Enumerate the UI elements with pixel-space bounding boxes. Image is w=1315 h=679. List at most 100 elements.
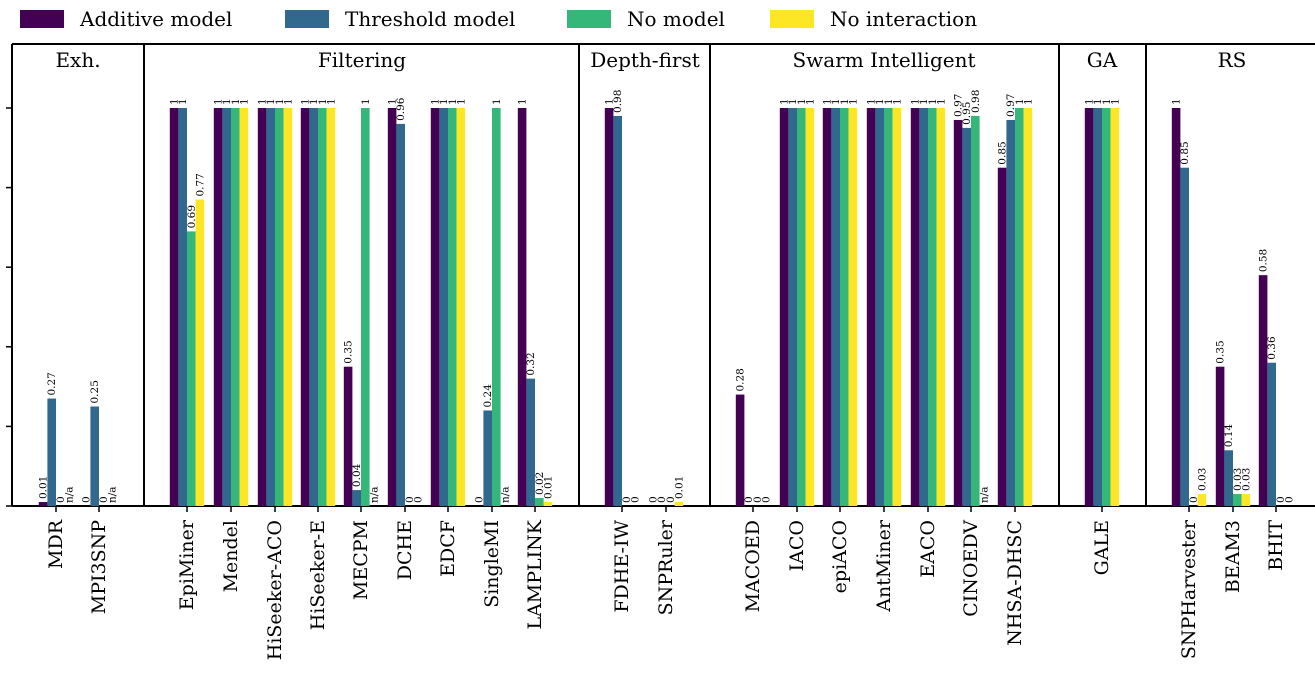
group-title-swarm-intelligent: Swarm Intelligent bbox=[792, 48, 975, 72]
bar-mpi3snp-threshold-model bbox=[90, 406, 99, 506]
value-label-epiminer-no-model: 0.69 bbox=[186, 205, 198, 228]
value-label-edcf-no-interaction: 1 bbox=[455, 98, 467, 105]
value-label-mendel-threshold-model: 1 bbox=[221, 98, 233, 105]
value-label-snpharvester-additive-model: 1 bbox=[1171, 98, 1183, 105]
legend-label-no-interaction: No interaction bbox=[830, 7, 977, 31]
group-title-filtering: Filtering bbox=[318, 48, 406, 72]
value-label-eaco-no-interaction: 1 bbox=[935, 98, 947, 105]
value-label-lamplink-threshold-model: 0.32 bbox=[525, 352, 537, 375]
bar-mdr-additive-model bbox=[38, 502, 48, 506]
legend-swatch-threshold-model bbox=[285, 10, 329, 28]
bar-epiaco-no-model bbox=[840, 108, 849, 506]
value-label-antminer-additive-model: 1 bbox=[866, 98, 878, 105]
bar-snpharvester-threshold-model bbox=[1180, 167, 1189, 506]
legend-swatch-no-interaction bbox=[770, 10, 814, 28]
value-label-antminer-threshold-model: 1 bbox=[874, 98, 886, 105]
legend-swatch-no-model bbox=[567, 10, 611, 28]
value-label-hiseeker-aco-threshold-model: 1 bbox=[265, 98, 277, 105]
value-label-mpi3snp-no-model: 0 bbox=[98, 496, 110, 503]
value-label-mdr-no-model: 0 bbox=[55, 496, 67, 503]
value-label-snpruler-no-model: 0 bbox=[665, 496, 677, 503]
value-label-iaco-no-model: 1 bbox=[796, 98, 808, 105]
value-label-mecpm-no-model: 1 bbox=[360, 98, 372, 105]
bar-antminer-no-model bbox=[884, 108, 893, 506]
value-label-iaco-threshold-model: 1 bbox=[787, 98, 799, 105]
category-label-singlemi: SingleMI bbox=[481, 520, 503, 608]
category-label-bhit: BHIT bbox=[1265, 520, 1287, 571]
value-label-singlemi-no-model: 1 bbox=[491, 98, 503, 105]
value-label-mecpm-no-interaction: n/a bbox=[368, 486, 380, 503]
group-title-exh: Exh. bbox=[55, 48, 100, 72]
bar-mendel-no-model bbox=[231, 108, 240, 506]
bar-epiminer-additive-model bbox=[169, 108, 179, 506]
value-label-hiseeker-e-no-model: 1 bbox=[317, 98, 329, 105]
bar-fdhe-iw-additive-model bbox=[604, 108, 614, 506]
bar-epiminer-no-model bbox=[187, 231, 196, 506]
value-label-mpi3snp-no-interaction: n/a bbox=[106, 486, 118, 503]
category-label-fdhe-iw: FDHE-IW bbox=[611, 520, 633, 613]
category-label-mecpm: MECPM bbox=[350, 520, 372, 600]
value-label-singlemi-no-interaction: n/a bbox=[499, 486, 511, 503]
bar-snpharvester-no-interaction bbox=[1197, 494, 1207, 506]
bar-edcf-no-interaction bbox=[456, 108, 466, 506]
value-label-mpi3snp-threshold-model: 0.25 bbox=[89, 380, 101, 403]
bar-mecpm-threshold-model bbox=[352, 490, 361, 506]
value-label-macoed-threshold-model: 0 bbox=[743, 496, 755, 503]
value-label-cinoedv-additive-model: 0.97 bbox=[953, 94, 965, 117]
value-label-epiaco-threshold-model: 1 bbox=[830, 98, 842, 105]
value-label-macoed-additive-model: 0.28 bbox=[735, 368, 747, 391]
bar-hiseeker-aco-no-model bbox=[275, 108, 284, 506]
legend: Additive model Threshold model No model No … bbox=[20, 7, 977, 31]
group-title-rs: RS bbox=[1218, 48, 1247, 72]
value-label-lamplink-no-interaction: 0.01 bbox=[542, 476, 554, 499]
value-label-snpruler-additive-model: 0 bbox=[648, 496, 660, 503]
value-label-hiseeker-e-threshold-model: 1 bbox=[308, 98, 320, 105]
category-label-mendel: Mendel bbox=[220, 520, 242, 592]
value-label-beam3-no-model: 0.03 bbox=[1232, 468, 1244, 491]
bar-nhsa-dhsc-no-interaction bbox=[1023, 108, 1033, 506]
bar-mecpm-additive-model bbox=[343, 366, 353, 506]
value-label-nhsa-dhsc-threshold-model: 0.97 bbox=[1005, 94, 1017, 117]
value-label-fdhe-iw-threshold-model: 0.98 bbox=[612, 90, 624, 113]
value-label-eaco-additive-model: 1 bbox=[910, 98, 922, 105]
bar-gale-threshold-model bbox=[1093, 108, 1102, 506]
value-label-lamplink-no-model: 0.02 bbox=[534, 472, 546, 495]
value-label-epiaco-additive-model: 1 bbox=[822, 98, 834, 105]
bar-nhsa-dhsc-no-model bbox=[1015, 108, 1024, 506]
bar-gale-additive-model bbox=[1084, 108, 1094, 506]
value-label-nhsa-dhsc-additive-model: 0.85 bbox=[997, 141, 1009, 164]
category-label-cinoedv: CINOEDV bbox=[960, 520, 982, 617]
value-label-mdr-no-interaction: n/a bbox=[63, 486, 75, 503]
bar-singlemi-no-model bbox=[492, 108, 501, 506]
value-label-epiminer-additive-model: 1 bbox=[169, 98, 181, 105]
value-label-fdhe-iw-no-interaction: 0 bbox=[629, 496, 641, 503]
value-label-hiseeker-e-additive-model: 1 bbox=[300, 98, 312, 105]
bar-mendel-additive-model bbox=[213, 108, 223, 506]
value-label-bhit-threshold-model: 0.36 bbox=[1266, 336, 1278, 360]
value-label-bhit-no-model: 0 bbox=[1275, 496, 1287, 503]
bar-epiminer-no-interaction bbox=[195, 199, 205, 507]
value-label-gale-threshold-model: 1 bbox=[1092, 98, 1104, 105]
bar-eaco-no-interaction bbox=[936, 108, 946, 506]
bar-dche-threshold-model bbox=[396, 123, 405, 507]
bar-eaco-threshold-model bbox=[919, 108, 928, 506]
bar-nhsa-dhsc-additive-model bbox=[997, 167, 1007, 506]
bar-lamplink-no-model bbox=[535, 498, 544, 506]
value-label-macoed-no-interaction: 0 bbox=[760, 496, 772, 503]
value-label-mdr-threshold-model: 0.27 bbox=[46, 372, 58, 395]
category-label-beam3: BEAM3 bbox=[1222, 520, 1244, 593]
category-label-snpruler: SNPRuler bbox=[655, 519, 677, 615]
bar-epiminer-threshold-model bbox=[178, 108, 187, 506]
bar-beam3-no-interaction bbox=[1241, 494, 1251, 506]
bar-dche-additive-model bbox=[387, 108, 397, 506]
bar-nhsa-dhsc-threshold-model bbox=[1006, 119, 1015, 506]
bar-edcf-additive-model bbox=[430, 108, 440, 506]
value-label-dche-no-interaction: 0 bbox=[412, 496, 424, 503]
value-label-beam3-additive-model: 0.35 bbox=[1215, 340, 1227, 363]
value-label-mendel-no-model: 1 bbox=[230, 98, 242, 105]
value-label-edcf-additive-model: 1 bbox=[430, 98, 442, 105]
value-label-iaco-no-interaction: 1 bbox=[804, 98, 816, 105]
category-label-mpi3snp: MPI3SNP bbox=[88, 520, 110, 614]
bar-cinoedv-no-model bbox=[971, 115, 980, 507]
category-label-antminer: AntMiner bbox=[873, 519, 895, 613]
